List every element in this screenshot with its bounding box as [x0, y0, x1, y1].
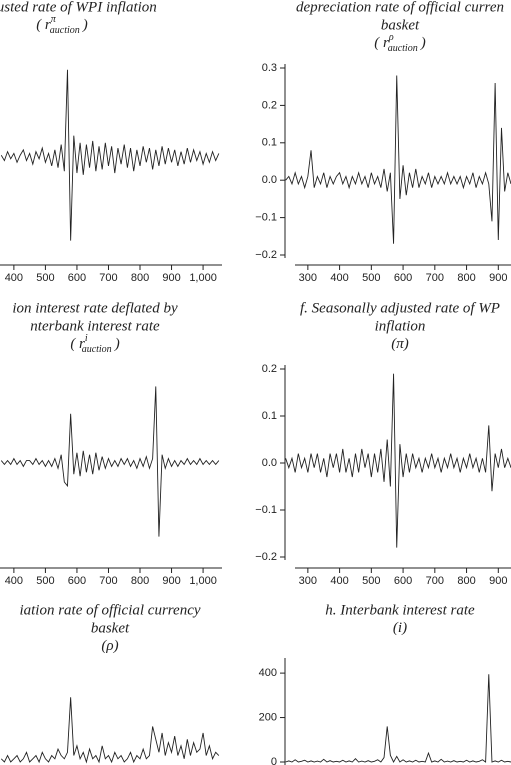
x-tick-label: 800: [457, 575, 475, 587]
x-tick-label: 900: [489, 272, 507, 284]
panel: h. Interbank interest rate (i) 0 200 400: [259, 602, 511, 765]
x-tick-label: 400: [5, 272, 23, 284]
y-tick-label: 0.3: [262, 62, 277, 74]
series-line: [0, 69, 220, 241]
panel-title: depreciation rate of official curren: [296, 0, 504, 15]
x-tick-label: 900: [489, 575, 507, 587]
subtitle-base: ( r: [70, 336, 85, 352]
panel-title: basket: [381, 17, 420, 33]
y-tick-label: 0.0: [262, 174, 277, 186]
y-tick-label: −0.1: [255, 504, 277, 516]
x-tick-label: 800: [131, 575, 149, 587]
panel: iation rate of official currency basket (ρ…: [0, 602, 220, 764]
x-tick-label: 500: [362, 272, 380, 284]
y-tick-label: −0.1: [255, 212, 277, 224]
x-tick-label: 400: [330, 575, 348, 587]
subtitle-base: (i): [393, 620, 407, 636]
panel-subtitle: (i): [393, 620, 407, 636]
y-tick-label: 0.0: [262, 457, 277, 469]
x-tick-label: 600: [394, 272, 412, 284]
y-tick-label: 400: [259, 667, 277, 679]
series-line: [0, 697, 220, 764]
subtitle-close: ): [82, 17, 88, 33]
y-tick-label: 200: [259, 711, 277, 723]
x-tick-label: 300: [299, 272, 317, 284]
y-tick-label: 0.1: [262, 137, 277, 149]
panel-title: f. Seasonally adjusted rate of WP: [300, 300, 500, 316]
subtitle-base: ( r: [36, 17, 51, 33]
panel: ion interest rate deflated by nterbank in…: [0, 300, 222, 587]
subtitle-close: ): [420, 35, 426, 51]
x-tick-label: 600: [394, 575, 412, 587]
x-tick-label: 800: [457, 272, 475, 284]
subtitle-sub: auction: [50, 25, 80, 36]
x-tick-label: 500: [362, 575, 380, 587]
subtitle-close: ): [114, 336, 120, 352]
panel: depreciation rate of official curren bask…: [255, 0, 511, 284]
x-tick-label: 1,000: [189, 575, 217, 587]
x-tick-label: 700: [99, 575, 117, 587]
y-tick-label: 0.2: [262, 363, 277, 375]
panel-title: h. Interbank interest rate: [325, 602, 475, 618]
series-line: [0, 386, 220, 537]
x-tick-label: 900: [162, 272, 180, 284]
subtitle-sup: ρ: [388, 32, 394, 43]
x-tick-label: 700: [426, 272, 444, 284]
x-tick-label: 300: [299, 575, 317, 587]
subtitle-base: ( r: [374, 35, 389, 51]
panel-title: inflation: [375, 318, 426, 334]
x-tick-label: 700: [426, 575, 444, 587]
subtitle-sub: auction: [388, 43, 418, 54]
x-tick-label: 700: [99, 272, 117, 284]
panel-subtitle: (π): [391, 336, 409, 352]
panel-title: iation rate of official currency: [19, 602, 200, 618]
x-tick-label: 500: [36, 272, 54, 284]
panel-subtitle: ( rρ auction): [374, 32, 425, 54]
panel-title: nterbank interest rate: [30, 318, 160, 334]
panel-title: e adjusted rate of WPI inflation: [0, 0, 157, 15]
panel-subtitle: ( rπ auction): [36, 14, 88, 36]
x-tick-label: 900: [162, 575, 180, 587]
y-tick-label: −0.2: [255, 551, 277, 563]
panel-subtitle: (ρ): [101, 638, 118, 654]
series-line: [285, 674, 511, 763]
panel: f. Seasonally adjusted rate of WP inflati…: [255, 300, 511, 587]
series-line: [285, 373, 511, 548]
subtitle-base: (ρ): [101, 638, 118, 654]
y-tick-label: −0.2: [255, 249, 277, 261]
panel-title: basket: [91, 620, 130, 636]
panel-title: ion interest rate deflated by: [12, 300, 178, 316]
x-tick-label: 400: [330, 272, 348, 284]
subtitle-sup: π: [51, 14, 57, 25]
x-tick-label: 400: [5, 575, 23, 587]
subtitle-sup: i: [85, 333, 88, 344]
x-tick-label: 1,000: [189, 272, 217, 284]
panel: e adjusted rate of WPI inflation( rπauct…: [0, 0, 222, 284]
y-tick-label: 0: [271, 756, 277, 765]
x-tick-label: 600: [68, 575, 86, 587]
x-tick-label: 600: [68, 272, 86, 284]
series-line: [285, 75, 511, 244]
subtitle-base: (π): [391, 336, 409, 352]
y-tick-label: 0.2: [262, 99, 277, 111]
panel-subtitle: ( ri auction): [70, 333, 119, 355]
x-tick-label: 500: [36, 575, 54, 587]
y-tick-label: 0.1: [262, 410, 277, 422]
x-tick-label: 800: [131, 272, 149, 284]
subtitle-sub: auction: [82, 344, 112, 355]
